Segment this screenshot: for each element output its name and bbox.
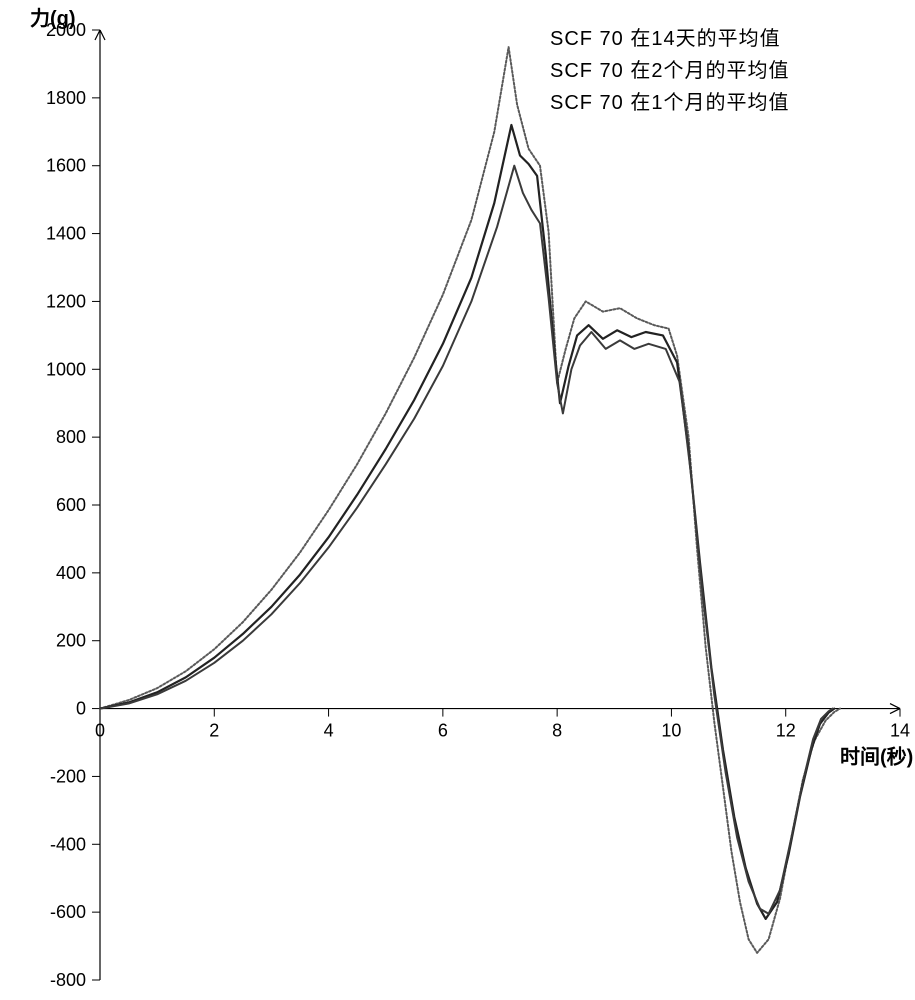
chart-container: -800-600-400-200020040060080010001200140… bbox=[0, 0, 915, 1000]
y-tick-label: 1000 bbox=[46, 359, 86, 379]
y-tick-label: 1400 bbox=[46, 224, 86, 244]
y-tick-label: -200 bbox=[50, 766, 86, 786]
y-tick-label: -400 bbox=[50, 834, 86, 854]
y-tick-label: -800 bbox=[50, 970, 86, 990]
x-tick-label: 0 bbox=[95, 721, 105, 741]
y-tick-label: 1600 bbox=[46, 156, 86, 176]
x-axis-label: 时间(秒) bbox=[840, 745, 913, 769]
x-tick-label: 10 bbox=[661, 721, 681, 741]
y-tick-label: 1800 bbox=[46, 88, 86, 108]
y-tick-label: 800 bbox=[56, 427, 86, 447]
y-tick-label: 0 bbox=[76, 699, 86, 719]
y-axis-label: 力(g) bbox=[30, 7, 76, 30]
legend-entry: SCF 70 在14天的平均值 bbox=[550, 27, 781, 50]
x-tick-label: 12 bbox=[776, 721, 796, 741]
y-tick-label: -600 bbox=[50, 902, 86, 922]
x-tick-label: 6 bbox=[438, 721, 448, 741]
chart-svg: -800-600-400-200020040060080010001200140… bbox=[0, 0, 915, 1000]
legend-entry: SCF 70 在2个月的平均值 bbox=[550, 59, 789, 82]
chart-bg bbox=[0, 0, 915, 1000]
y-tick-label: 400 bbox=[56, 563, 86, 583]
y-tick-label: 1200 bbox=[46, 291, 86, 311]
x-tick-label: 14 bbox=[890, 721, 910, 741]
y-tick-label: 200 bbox=[56, 631, 86, 651]
x-tick-label: 4 bbox=[324, 721, 334, 741]
x-tick-label: 8 bbox=[552, 721, 562, 741]
x-tick-label: 2 bbox=[209, 721, 219, 741]
legend-entry: SCF 70 在1个月的平均值 bbox=[550, 91, 789, 114]
y-tick-label: 600 bbox=[56, 495, 86, 515]
